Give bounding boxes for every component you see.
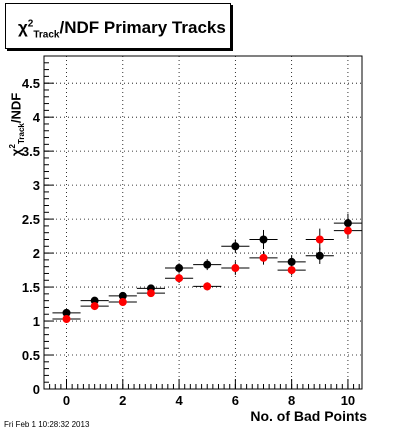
ylabel-sup: 2 bbox=[8, 144, 18, 149]
data-point bbox=[203, 260, 212, 269]
data-point bbox=[231, 264, 240, 273]
title-rest: /NDF Primary Tracks bbox=[59, 18, 226, 37]
y-tick-label: 1 bbox=[33, 314, 40, 329]
data-points bbox=[52, 213, 362, 324]
y-tick-label: 4 bbox=[33, 110, 41, 125]
data-point bbox=[343, 226, 352, 235]
ylabel-rest: /NDF bbox=[8, 92, 24, 124]
plot-frame bbox=[43, 55, 363, 390]
title-sub: Track bbox=[33, 29, 60, 41]
data-point bbox=[146, 289, 155, 298]
y-axis-label: χ2Track/NDF bbox=[8, 46, 26, 156]
y-tick-label: 4.5 bbox=[22, 76, 40, 91]
y-tick-label: 1.5 bbox=[22, 280, 40, 295]
data-point bbox=[203, 282, 212, 291]
ylabel-chi: χ bbox=[8, 148, 24, 156]
data-point bbox=[231, 242, 240, 251]
y-tick-label: 0 bbox=[33, 382, 40, 397]
ylabel-sub: Track bbox=[16, 123, 26, 145]
title-box: χ2Track/NDF Primary Tracks bbox=[5, 3, 231, 49]
data-point bbox=[259, 235, 268, 244]
data-point bbox=[118, 291, 127, 300]
data-point bbox=[287, 266, 296, 275]
x-tick-label: 6 bbox=[232, 393, 239, 408]
axis-ticks bbox=[43, 55, 360, 390]
data-point bbox=[175, 264, 184, 273]
title-sup: 2 bbox=[27, 18, 34, 30]
data-point bbox=[259, 253, 268, 262]
chart-title: χ2Track/NDF Primary Tracks bbox=[18, 18, 226, 40]
timestamp: Fri Feb 1 10:28:32 2013 bbox=[4, 420, 90, 429]
data-point bbox=[62, 315, 71, 324]
y-tick-label: 2 bbox=[33, 246, 40, 261]
x-tick-label: 8 bbox=[288, 393, 295, 408]
data-point bbox=[62, 308, 71, 317]
y-tick-label: 2.5 bbox=[22, 212, 40, 227]
data-point bbox=[315, 235, 324, 244]
y-tick-label: 3.5 bbox=[22, 144, 40, 159]
x-axis-label: No. of Bad Points bbox=[250, 408, 367, 424]
data-point bbox=[118, 298, 127, 307]
grid-lines bbox=[44, 56, 362, 389]
tick-labels: 0 2 4 6 8 10 0 0.5 1 1.5 2 2.5 3 3.5 4 4.5 bbox=[22, 76, 355, 408]
x-tick-label: 0 bbox=[63, 393, 70, 408]
data-point bbox=[315, 251, 324, 260]
y-tick-label: 0.5 bbox=[22, 348, 40, 363]
data-point bbox=[175, 274, 184, 283]
x-tick-label: 10 bbox=[341, 393, 355, 408]
x-tick-label: 2 bbox=[119, 393, 126, 408]
data-point bbox=[287, 257, 296, 266]
y-tick-label: 3 bbox=[33, 178, 40, 193]
title-chi: χ bbox=[18, 18, 28, 37]
x-tick-label: 4 bbox=[175, 393, 183, 408]
data-point bbox=[90, 302, 99, 311]
